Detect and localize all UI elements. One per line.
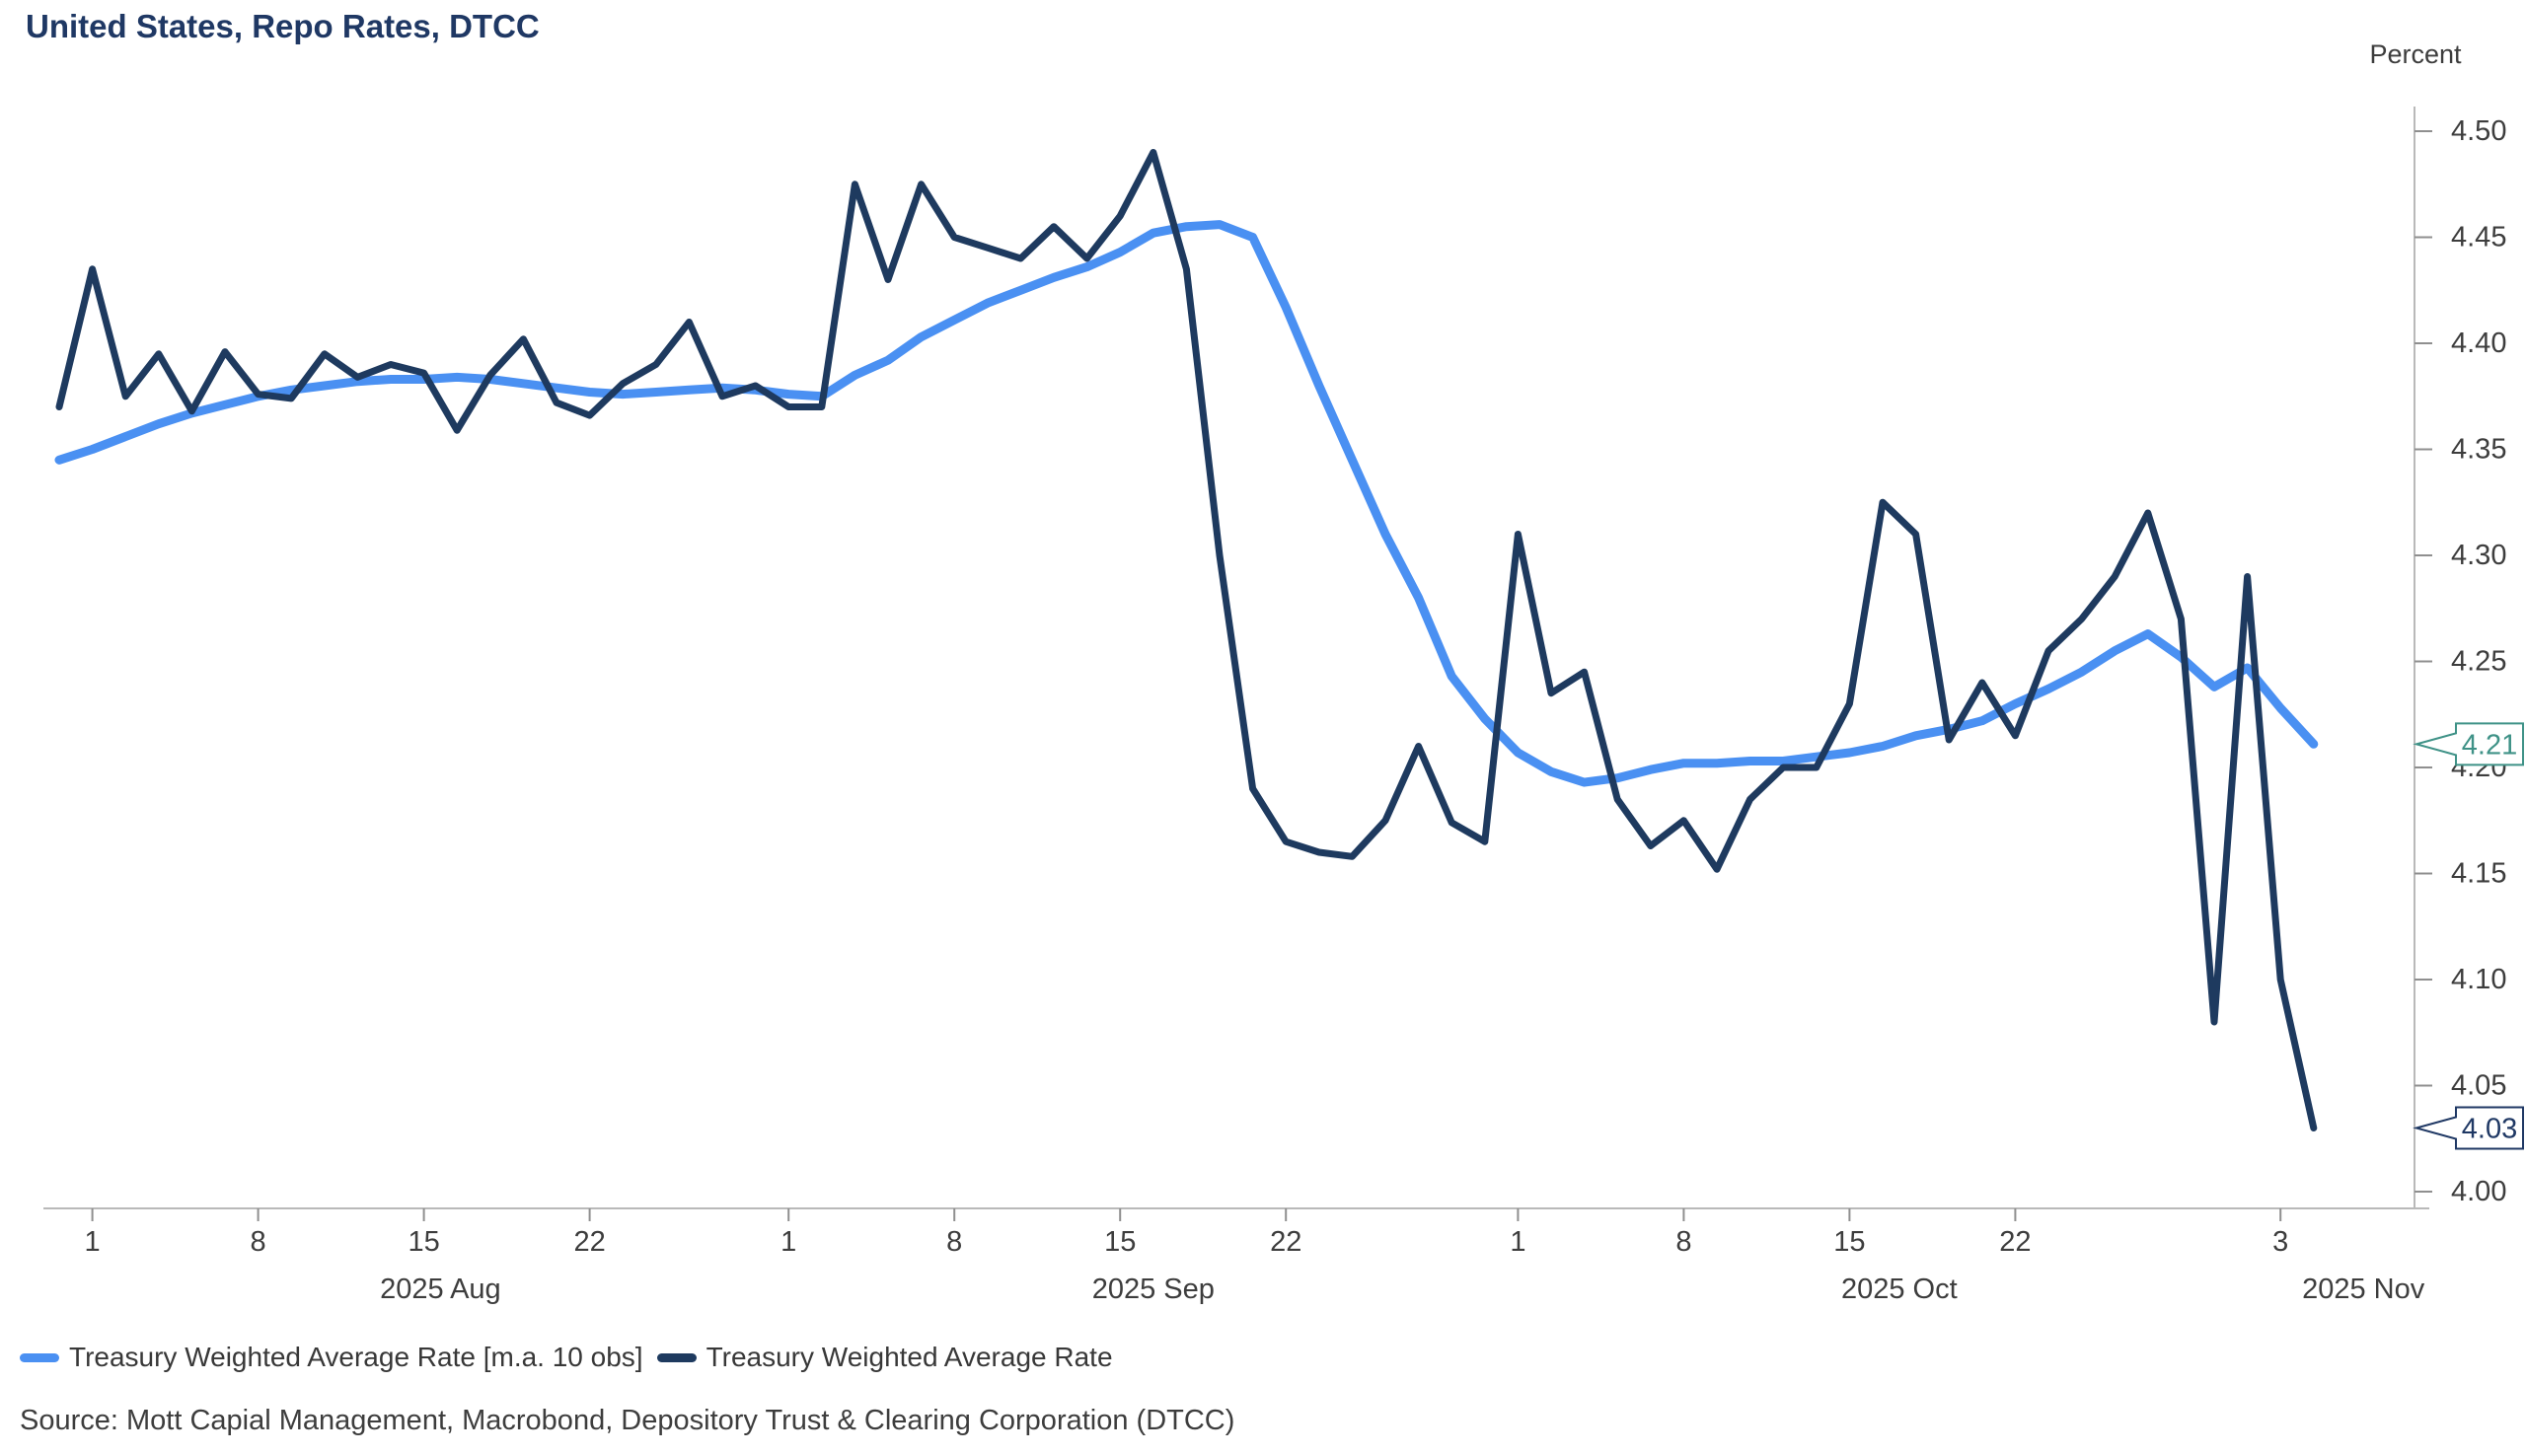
legend-item-daily: Treasury Weighted Average Rate	[656, 1342, 1113, 1373]
y-tick-label: 4.25	[2451, 646, 2506, 678]
month-label: 2025 Sep	[1092, 1274, 1215, 1305]
y-tick-label: 4.10	[2451, 964, 2506, 995]
callout-value-403: 4.03	[2462, 1114, 2517, 1145]
y-tick-label: 4.50	[2451, 115, 2506, 147]
x-tick-label: 8	[946, 1226, 962, 1258]
callout-box-421	[2413, 722, 2524, 766]
callout-value-421: 4.21	[2462, 729, 2517, 761]
legend-swatch-daily-icon	[656, 1352, 697, 1362]
y-tick-label: 4.00	[2451, 1176, 2506, 1207]
x-tick-label: 1	[1510, 1226, 1525, 1258]
y-tick-label: 4.15	[2451, 858, 2506, 890]
x-tick-label: 22	[1999, 1226, 2031, 1258]
x-tick-label: 15	[1104, 1226, 1136, 1258]
x-tick-label: 15	[1833, 1226, 1865, 1258]
legend: Treasury Weighted Average Rate [m.a. 10 …	[20, 1338, 1113, 1377]
source-text: Source: Mott Capial Management, Macrobon…	[20, 1405, 1235, 1436]
x-tick-label: 1	[780, 1226, 796, 1258]
x-tick-label: 3	[2272, 1226, 2288, 1258]
y-axis-title: Percent	[2369, 39, 2462, 69]
ma-10-obs-line	[54, 220, 2319, 787]
month-label: 2025 Oct	[1841, 1274, 1958, 1305]
y-tick-label: 4.35	[2451, 434, 2506, 466]
x-tick-label: 1	[85, 1226, 101, 1258]
y-tick-label: 4.05	[2451, 1070, 2506, 1102]
y-tick-label: 4.30	[2451, 540, 2506, 571]
legend-label-ma: Treasury Weighted Average Rate [m.a. 10 …	[69, 1342, 643, 1372]
legend-item-ma: Treasury Weighted Average Rate [m.a. 10 …	[20, 1342, 643, 1373]
legend-swatch-ma-icon	[20, 1352, 59, 1362]
callout-box-403	[2413, 1106, 2524, 1150]
month-label: 2025 Aug	[380, 1274, 501, 1305]
x-tick-label: 15	[408, 1226, 439, 1258]
legend-label-daily: Treasury Weighted Average Rate	[706, 1342, 1113, 1372]
daily-rate-line	[55, 149, 2318, 1131]
x-tick-label: 8	[1675, 1226, 1691, 1258]
x-tick-label: 8	[251, 1226, 266, 1258]
x-tick-label: 22	[573, 1226, 605, 1258]
month-label: 2025 Nov	[2302, 1274, 2425, 1305]
x-tick-label: 22	[1270, 1226, 1301, 1258]
chart-title: United States, Repo Rates, DTCC	[26, 8, 540, 44]
y-tick-label: 4.40	[2451, 328, 2506, 359]
y-tick-label: 4.45	[2451, 222, 2506, 254]
